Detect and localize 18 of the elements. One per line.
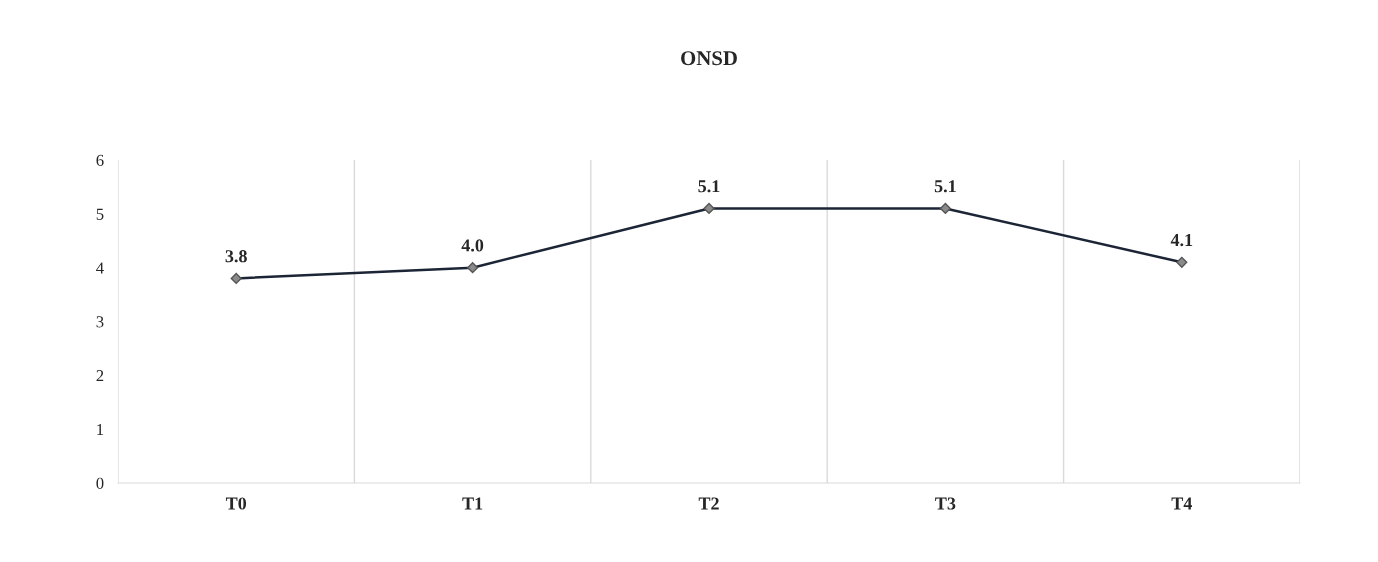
y-tick-label: 1: [97, 423, 104, 435]
x-tick-label: T2: [698, 497, 719, 510]
chart-title: ONSD: [681, 51, 737, 66]
x-tick-label: T4: [1171, 497, 1192, 510]
x-tick-label: T3: [935, 497, 956, 510]
y-tick-label: 5: [96, 208, 104, 220]
data-label: 3.8: [225, 250, 247, 263]
y-tick-label: 0: [96, 477, 104, 489]
x-tick-label: T0: [225, 497, 247, 510]
data-label: 5.1: [698, 180, 720, 193]
data-label: 4.0: [461, 239, 484, 252]
y-tick-label: 6: [96, 154, 104, 166]
x-tick-label: T1: [462, 497, 483, 510]
y-tick-label: 3: [96, 316, 104, 328]
data-label: 4.1: [1170, 234, 1193, 247]
data-label: 5.1: [934, 180, 956, 193]
y-tick-label: 2: [96, 370, 104, 382]
y-tick-label: 4: [96, 262, 104, 274]
